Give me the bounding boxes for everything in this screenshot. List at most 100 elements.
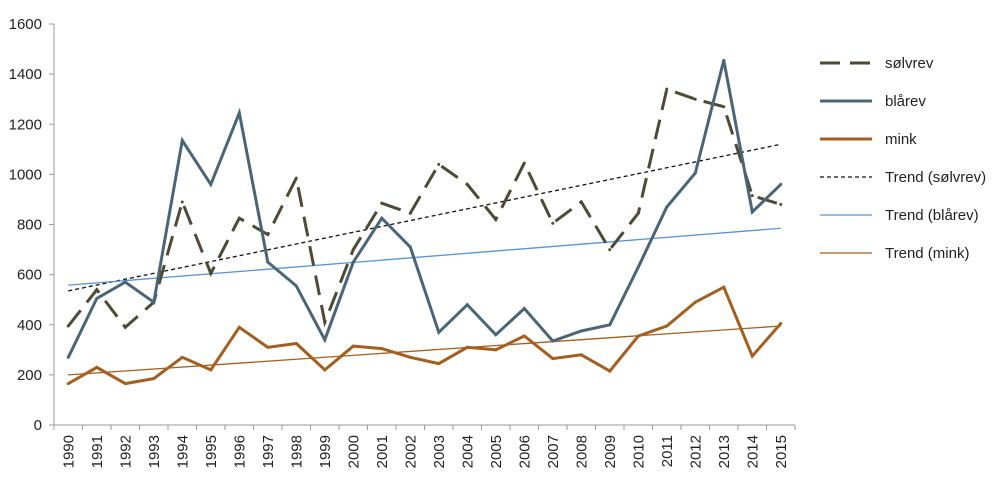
data-point xyxy=(522,334,526,338)
x-tick-label: 1999 xyxy=(317,435,334,468)
x-tick-label: 2010 xyxy=(630,435,647,468)
data-point xyxy=(693,300,697,304)
x-tick-label: 2009 xyxy=(602,435,619,468)
x-tick-label: 2013 xyxy=(716,435,733,468)
data-point xyxy=(237,216,241,220)
trend-line xyxy=(68,325,781,376)
data-point xyxy=(494,333,498,337)
legend-label: mink xyxy=(885,131,917,148)
data-point xyxy=(237,325,241,329)
data-point xyxy=(123,325,127,329)
data-point xyxy=(522,306,526,310)
data-point xyxy=(779,182,783,186)
data-point xyxy=(408,245,412,249)
data-point xyxy=(95,296,99,300)
y-tick-label: 1400 xyxy=(9,66,42,83)
data-point xyxy=(551,357,555,361)
data-point xyxy=(351,344,355,348)
data-point xyxy=(579,329,583,333)
data-point xyxy=(665,87,669,91)
data-point xyxy=(608,369,612,373)
x-tick-label: 1998 xyxy=(288,435,305,468)
legend-label: Trend (mink) xyxy=(885,245,969,262)
data-point xyxy=(294,176,298,180)
data-point xyxy=(522,161,526,165)
x-tick-label: 2014 xyxy=(744,435,761,468)
y-tick-label: 0 xyxy=(34,417,42,434)
y-tick-label: 1200 xyxy=(9,116,42,133)
x-tick-label: 2003 xyxy=(431,435,448,468)
y-tick-label: 600 xyxy=(17,267,42,284)
data-point xyxy=(551,339,555,343)
x-tick-label: 1995 xyxy=(203,435,220,468)
data-point xyxy=(95,365,99,369)
y-tick-label: 800 xyxy=(17,217,42,234)
data-point xyxy=(294,284,298,288)
trend-line xyxy=(68,227,781,286)
data-point xyxy=(237,111,241,115)
data-point xyxy=(323,320,327,324)
data-point xyxy=(551,221,555,225)
x-tick-label: 1996 xyxy=(231,435,248,468)
x-tick-label: 1990 xyxy=(60,435,77,468)
data-point xyxy=(494,348,498,352)
data-point xyxy=(408,355,412,359)
x-tick-label: 2007 xyxy=(545,435,562,468)
legend-label: sølvrev xyxy=(885,55,934,72)
data-point xyxy=(66,355,70,359)
data-point xyxy=(608,323,612,327)
data-point xyxy=(380,347,384,351)
data-point xyxy=(180,139,184,143)
data-point xyxy=(294,342,298,346)
x-tick-label: 2008 xyxy=(573,435,590,468)
data-point xyxy=(465,182,469,186)
x-tick-label: 2001 xyxy=(374,435,391,468)
data-point xyxy=(66,324,70,328)
data-point xyxy=(750,210,754,214)
data-point xyxy=(465,345,469,349)
legend-label: blårev xyxy=(885,93,926,110)
x-tick-label: 2012 xyxy=(687,435,704,468)
data-point xyxy=(722,105,726,109)
data-point xyxy=(323,338,327,342)
legend-label: Trend (sølvrev) xyxy=(885,169,986,186)
legend-label: Trend (blårev) xyxy=(885,207,979,224)
x-tick-label: 2002 xyxy=(402,435,419,468)
data-point xyxy=(209,182,213,186)
series-lines xyxy=(66,58,783,386)
data-point xyxy=(779,202,783,206)
data-point xyxy=(123,382,127,386)
data-point xyxy=(722,285,726,289)
y-tick-label: 1000 xyxy=(9,166,42,183)
y-tick-label: 400 xyxy=(17,317,42,334)
x-tick-label: 2000 xyxy=(345,435,362,468)
data-point xyxy=(180,200,184,204)
data-point xyxy=(693,97,697,101)
series-line xyxy=(66,59,782,358)
y-tick-label: 200 xyxy=(17,367,42,384)
data-point xyxy=(66,382,70,386)
data-point xyxy=(665,205,669,209)
data-point xyxy=(408,211,412,215)
data-point xyxy=(266,260,270,264)
data-point xyxy=(636,265,640,269)
y-tick-label: 1600 xyxy=(9,16,42,33)
x-tick-label: 1997 xyxy=(260,435,277,468)
data-point xyxy=(152,377,156,381)
data-point xyxy=(693,171,697,175)
data-point xyxy=(437,362,441,366)
trend-line xyxy=(68,143,781,292)
trend-lines xyxy=(68,143,781,376)
x-tick-label: 1992 xyxy=(117,435,134,468)
data-point xyxy=(180,355,184,359)
x-tick-label: 2015 xyxy=(773,435,790,468)
x-tick-label: 1993 xyxy=(146,435,163,468)
data-point xyxy=(665,324,669,328)
data-point xyxy=(722,58,726,62)
data-point xyxy=(437,162,441,166)
data-point xyxy=(636,211,640,215)
x-tick-label: 2005 xyxy=(488,435,505,468)
data-point xyxy=(209,368,213,372)
data-point xyxy=(152,300,156,304)
